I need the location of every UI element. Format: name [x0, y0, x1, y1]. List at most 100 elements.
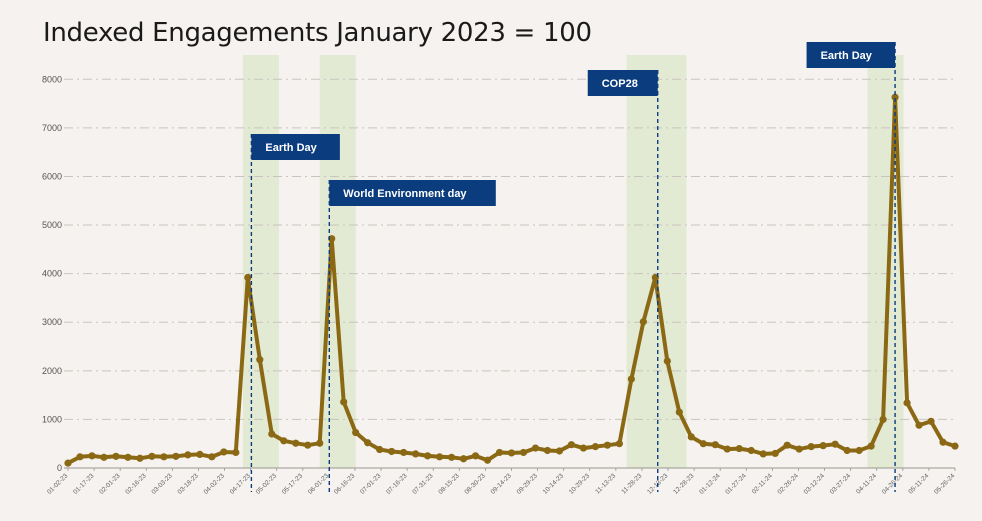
data-point: [723, 445, 731, 453]
data-point: [471, 452, 480, 460]
x-tick-label: 04-11-24: [855, 472, 878, 495]
data-point: [735, 444, 743, 453]
x-axis: 01-02-23 01-17-23 02-01-23 02-16-23 03-03-23…: [46, 467, 957, 496]
data-point: [711, 441, 719, 449]
data-point: [507, 449, 516, 457]
annotation-box: [587, 70, 658, 96]
data-point: [352, 428, 360, 437]
x-tick-label: 02-01-23: [98, 472, 122, 496]
x-tick-label: 02-16-23: [124, 472, 148, 496]
x-tick-label: 01-02-23: [46, 472, 70, 496]
data-point: [831, 440, 839, 448]
data-point: [316, 439, 324, 447]
y-tick-label: 3000: [42, 317, 62, 327]
y-tick-label: 1000: [42, 414, 62, 424]
data-point: [148, 452, 156, 460]
data-point: [555, 447, 564, 455]
data-point: [675, 408, 683, 416]
series-path: [66, 95, 957, 466]
x-tick-label: 09-29-23: [516, 472, 540, 496]
data-point: [124, 453, 132, 461]
data-point: [292, 439, 300, 447]
annotation-box: [806, 42, 896, 68]
data-point: [172, 452, 180, 460]
data-point: [412, 450, 420, 458]
x-tick-label: 10-29-23: [568, 472, 592, 496]
data-point: [340, 398, 348, 406]
x-tick-label: 03-18-23: [176, 472, 200, 496]
data-point: [891, 93, 899, 101]
annotation-label: COP28: [602, 78, 638, 90]
data-point: [220, 448, 228, 456]
data-point: [495, 448, 504, 457]
data-point: [100, 453, 108, 461]
x-tick-label: 07-16-23: [385, 472, 409, 496]
data-point: [783, 441, 791, 449]
data-point: [364, 439, 372, 447]
annotation-label: Earth Day: [821, 50, 873, 62]
x-tick-label: 05-02-23: [255, 472, 279, 496]
y-tick-label: 0: [57, 463, 62, 473]
data-point: [915, 421, 923, 429]
data-point: [747, 446, 755, 455]
x-tick-label: 02-26-24: [777, 472, 801, 496]
data-point: [591, 443, 600, 451]
data-point: [256, 356, 264, 364]
x-tick-label: 06-01-23: [307, 472, 331, 496]
data-point: [579, 444, 588, 452]
x-tick-label: 10-14-23: [542, 472, 566, 496]
y-tick-label: 5000: [42, 220, 62, 230]
data-point: [663, 357, 671, 365]
x-tick-label: 03-03-23: [150, 472, 174, 496]
x-tick-label: 07-01-23: [359, 472, 383, 496]
x-tick-label: 08-15-23: [437, 472, 461, 496]
data-point: [627, 375, 635, 383]
y-tick-label: 8000: [42, 74, 62, 84]
data-point: [196, 450, 204, 458]
data-point: [483, 456, 492, 464]
y-tick-label: 7000: [42, 123, 62, 133]
x-tick-label: 05-11-24: [907, 472, 930, 495]
data-point: [280, 437, 288, 445]
data-point: [951, 442, 959, 450]
data-point: [459, 455, 468, 463]
data-point: [807, 443, 815, 451]
data-point: [64, 459, 72, 467]
data-point: [927, 417, 935, 425]
highlight-band: [319, 55, 356, 468]
data-point: [531, 444, 540, 452]
data-point: [843, 446, 851, 455]
data-point: [867, 442, 875, 450]
x-tick-label: 04-26-24: [881, 472, 905, 496]
x-tick-label: 12-28-23: [672, 472, 696, 496]
data-point: [939, 438, 947, 446]
x-tick-label: 01-27-24: [724, 472, 748, 496]
data-point: [879, 415, 887, 424]
x-tick-label: 05-26-24: [933, 472, 957, 496]
annotation-box: [251, 134, 340, 160]
data-point: [603, 441, 611, 449]
gridlines: [64, 78, 955, 420]
x-tick-label: 11-28-23: [620, 472, 643, 495]
data-point: [447, 453, 456, 461]
data-point: [771, 449, 779, 458]
data-point: [435, 453, 444, 461]
y-axis: 0 1000 2000 3000 4000 5000 6000 7000 8000: [42, 74, 62, 473]
annotation-label: Earth Day: [265, 142, 317, 154]
event-annotations: Earth Day World Environment day COP28 Earth…: [250, 42, 896, 492]
data-point: [376, 445, 384, 454]
data-point: [208, 453, 216, 461]
data-point: [699, 440, 707, 448]
y-tick-label: 6000: [42, 171, 62, 181]
x-tick-label: 09-14-23: [490, 472, 514, 496]
chart-title: Indexed Engagements January 2023 = 100: [43, 18, 592, 48]
data-point: [112, 452, 120, 460]
annotation-box: [329, 180, 496, 206]
series-line: [64, 93, 959, 467]
data-point: [388, 447, 396, 456]
x-tick-label: 03-27-24: [829, 472, 853, 496]
data-point: [88, 452, 96, 460]
x-tick-label: 06-16-23: [333, 472, 357, 496]
data-point: [567, 441, 576, 449]
